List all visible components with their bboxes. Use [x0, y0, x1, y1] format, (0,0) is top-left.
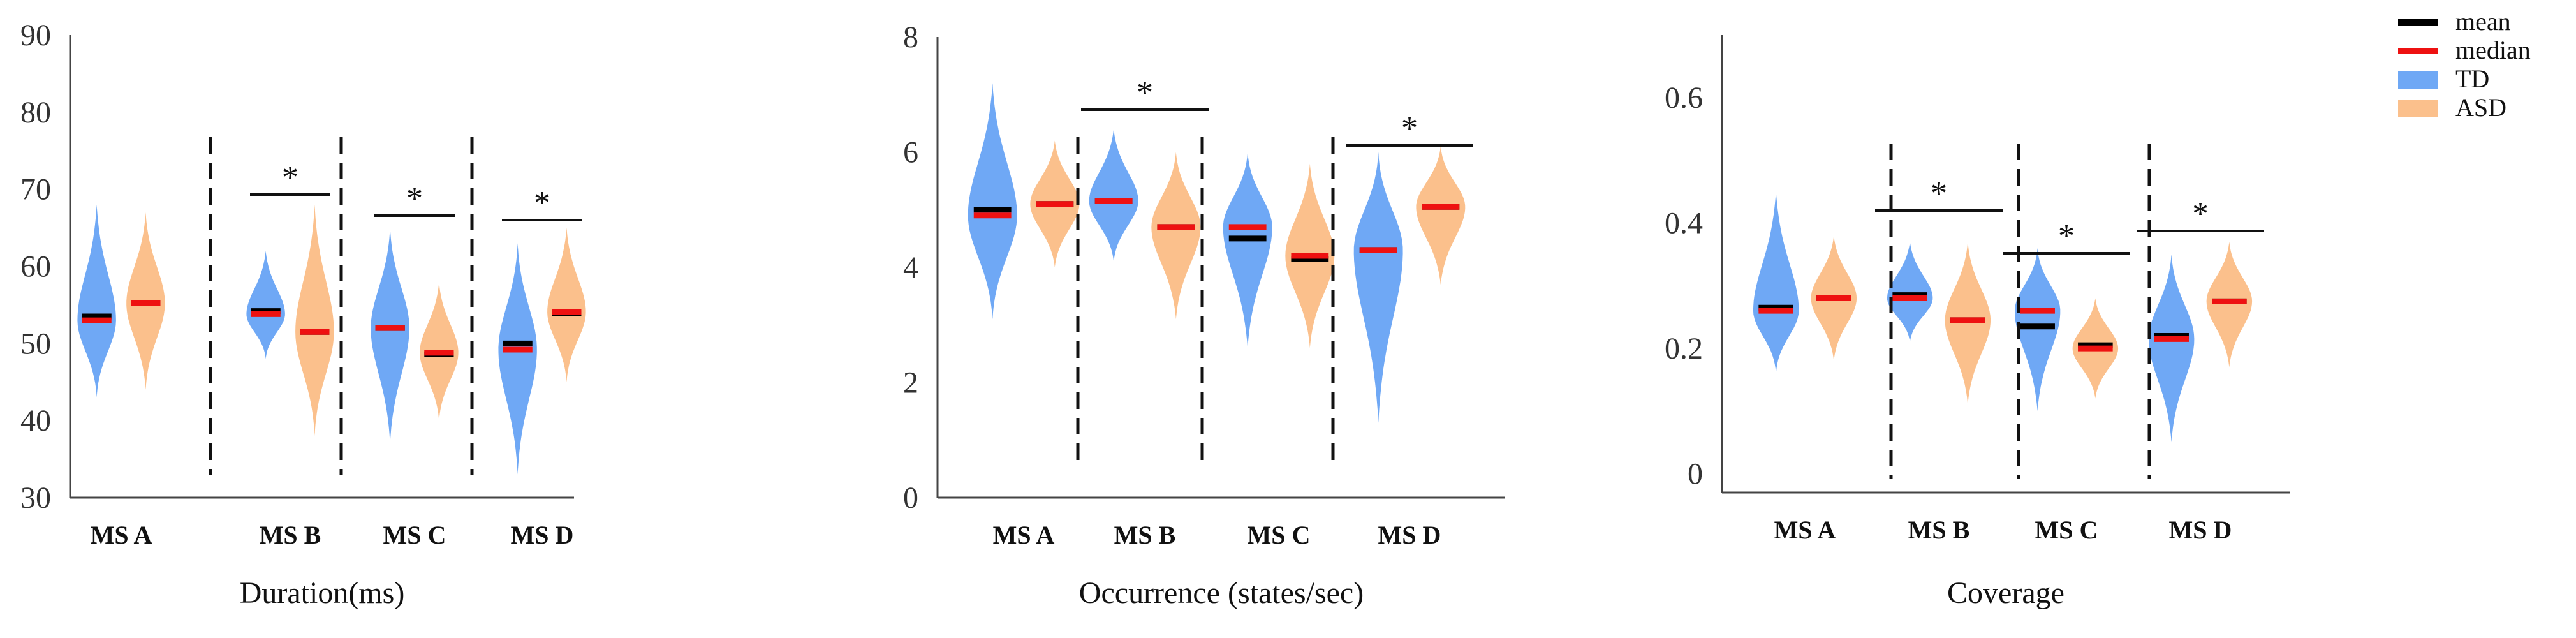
y-tick-label: 70 — [20, 173, 51, 207]
category-labels: MS A MS B MS C MS D — [1774, 516, 2232, 544]
legend-asd-swatch — [2398, 100, 2438, 117]
y-tick-label: 4 — [903, 251, 918, 285]
significance-markers: ** — [1081, 75, 1473, 147]
category-label: MS A — [993, 521, 1055, 549]
y-tick-labels: 30 40 50 60 70 80 90 — [20, 19, 51, 515]
y-tick-label: 0.4 — [1665, 207, 1703, 241]
x-axis-label: Coverage — [1947, 576, 2064, 610]
y-tick-label: 0.6 — [1665, 81, 1703, 115]
significance-markers: * * * — [250, 160, 582, 221]
category-label: MS D — [2169, 516, 2232, 544]
category-label: MS A — [1774, 516, 1836, 544]
y-tick-labels: 0 0.2 0.4 0.6 — [1665, 81, 1703, 491]
td-violin — [498, 243, 537, 475]
asd-violin — [2206, 242, 2253, 367]
legend-label: median — [2455, 36, 2531, 64]
legend-label: mean — [2455, 7, 2511, 36]
significance-asterisk: * — [406, 181, 423, 217]
td-violin — [371, 228, 409, 444]
mean-median-marks — [973, 198, 1460, 262]
significance-asterisk: * — [282, 160, 298, 196]
td-violin — [1753, 191, 1799, 374]
panel-duration: 30 40 50 60 70 80 90 * * * MS A MS B MS C MS D Dura… — [20, 19, 586, 610]
td-violin — [1089, 129, 1138, 262]
violins — [1753, 191, 2253, 443]
panel-coverage: 0 0.2 0.4 0.6 * * * MS A MS B MS C MS D Coverage — [1665, 35, 2290, 610]
category-labels: MS A MS B MS C MS D — [993, 521, 1441, 549]
violins — [77, 204, 586, 475]
asd-violin — [1416, 146, 1466, 285]
significance-asterisk: * — [1401, 110, 1418, 147]
y-tick-label: 0 — [903, 481, 918, 515]
x-axis-label: Duration(ms) — [240, 576, 405, 610]
y-tick-label: 8 — [903, 20, 918, 54]
divider-lines — [1889, 144, 2151, 478]
td-violin — [1353, 152, 1403, 423]
significance-asterisk: * — [2192, 196, 2209, 232]
td-violin — [2148, 254, 2195, 443]
x-axis-label: Occurrence (states/sec) — [1079, 576, 1364, 610]
td-violin — [246, 251, 285, 359]
asd-violin — [295, 204, 334, 436]
violins — [968, 83, 1466, 423]
td-violin — [77, 204, 116, 397]
y-tick-label: 6 — [903, 136, 918, 170]
category-label: MS C — [1248, 521, 1311, 549]
y-tick-label: 40 — [20, 404, 51, 438]
significance-markers: * * * — [1875, 175, 2264, 255]
significance-asterisk: * — [2058, 218, 2075, 255]
category-label: MS B — [1908, 516, 1970, 544]
mean-median-marks — [82, 300, 582, 357]
divider-lines — [209, 137, 474, 475]
legend-label: TD — [2455, 64, 2489, 93]
td-violin — [1223, 152, 1272, 348]
category-labels: MS A MS B MS C MS D — [91, 521, 574, 549]
divider-lines — [1076, 137, 1335, 466]
td-violin — [968, 83, 1017, 320]
significance-asterisk: * — [534, 185, 550, 221]
y-tick-label: 90 — [20, 19, 51, 52]
significance-asterisk: * — [1931, 175, 1947, 212]
td-violin — [2015, 248, 2061, 412]
asd-violin — [547, 228, 586, 382]
category-label: MS B — [260, 521, 321, 549]
asd-violin — [1945, 242, 1991, 405]
legend-td-swatch — [2398, 71, 2438, 89]
y-tick-label: 30 — [20, 481, 51, 515]
y-tick-label: 60 — [20, 250, 51, 284]
significance-asterisk: * — [1137, 75, 1153, 111]
category-label: MS D — [511, 521, 574, 549]
y-tick-label: 0 — [1688, 457, 1703, 491]
category-label: MS D — [1378, 521, 1441, 549]
asd-violin — [1151, 152, 1201, 320]
mean-median-marks — [1758, 292, 2247, 352]
y-tick-label: 2 — [903, 366, 918, 400]
legend-label: ASD — [2455, 93, 2506, 122]
category-label: MS B — [1114, 521, 1176, 549]
td-violin — [1887, 242, 1933, 343]
category-label: MS C — [2035, 516, 2098, 544]
y-tick-label: 0.2 — [1665, 332, 1703, 366]
category-label: MS A — [91, 521, 152, 549]
y-tick-label: 50 — [20, 327, 51, 360]
y-tick-label: 80 — [20, 96, 51, 130]
category-label: MS C — [383, 521, 446, 549]
y-tick-labels: 0 2 4 6 8 — [903, 20, 918, 515]
